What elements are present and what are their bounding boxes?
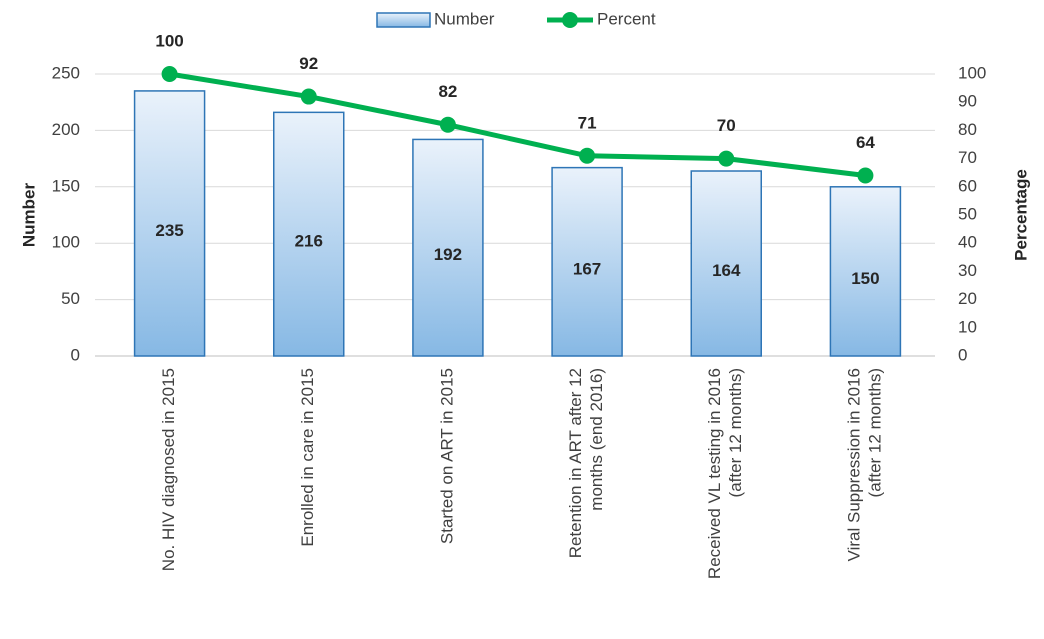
x-tick-label: months (end 2016)	[587, 368, 606, 511]
y2-tick-label: 50	[958, 204, 977, 223]
bar	[273, 111, 345, 357]
x-tick-label: Viral Suppression in 2016	[844, 368, 863, 561]
percent-line	[169, 71, 866, 179]
percent-value-label: 92	[299, 54, 318, 73]
y2-tick-label: 0	[958, 345, 967, 364]
bar	[829, 186, 902, 357]
y2-tick-label: 70	[958, 148, 977, 167]
y-tick-label: 200	[52, 120, 80, 139]
y2-tick-label: 30	[958, 261, 977, 280]
legend-swatch	[376, 12, 431, 28]
y-tick-label: 100	[52, 233, 80, 252]
x-tick-label: Started on ART in 2015	[437, 368, 456, 544]
percent-value-label: 71	[578, 113, 597, 132]
percent-value-label: 82	[438, 82, 457, 101]
percent-value-label: 100	[155, 31, 183, 50]
percent-marker	[718, 150, 735, 167]
y-tick-label: 150	[52, 176, 80, 195]
y2-tick-label: 20	[958, 289, 977, 308]
y2-axis-title: Percentage	[1011, 169, 1030, 261]
y-tick-label: 0	[71, 345, 80, 364]
x-tick-label: Retention in ART after 12	[566, 368, 585, 558]
legend-label: Percent	[597, 9, 656, 28]
bar-value-label: 164	[712, 261, 741, 280]
percent-marker	[857, 167, 874, 184]
y2-tick-label: 80	[958, 120, 977, 139]
percent-marker	[439, 116, 456, 133]
y-axis-title: Number	[19, 183, 38, 248]
y2-tick-label: 40	[958, 233, 977, 252]
y2-tick-label: 90	[958, 92, 977, 111]
percent-marker	[300, 88, 317, 105]
x-tick-label: (after 12 months)	[865, 368, 884, 497]
y2-tick-label: 60	[958, 176, 977, 195]
percent-value-label: 70	[717, 116, 736, 135]
x-tick-label: Enrolled in care in 2015	[298, 368, 317, 547]
bar	[551, 166, 623, 357]
y-tick-label: 50	[61, 289, 80, 308]
bar	[412, 138, 484, 357]
y-tick-label: 250	[52, 63, 80, 82]
percent-marker	[579, 147, 596, 164]
x-tick-label: Received VL testing in 2016	[705, 368, 724, 579]
bar-value-label: 150	[851, 269, 879, 288]
percent-marker	[161, 66, 178, 82]
legend-marker	[562, 12, 578, 28]
bar-value-label: 192	[434, 245, 462, 264]
bar-value-label: 216	[295, 232, 323, 251]
bar-value-label: 235	[155, 221, 183, 240]
x-tick-label: (after 12 months)	[726, 368, 745, 497]
bar-value-label: 167	[573, 259, 601, 278]
x-tick-label: No. HIV diagnosed in 2015	[159, 368, 178, 571]
bar	[690, 170, 762, 357]
y2-tick-label: 10	[958, 317, 977, 336]
legend-label: Number	[434, 9, 495, 28]
percent-value-label: 64	[856, 133, 875, 152]
y2-tick-label: 100	[958, 63, 986, 82]
bar	[133, 90, 206, 357]
